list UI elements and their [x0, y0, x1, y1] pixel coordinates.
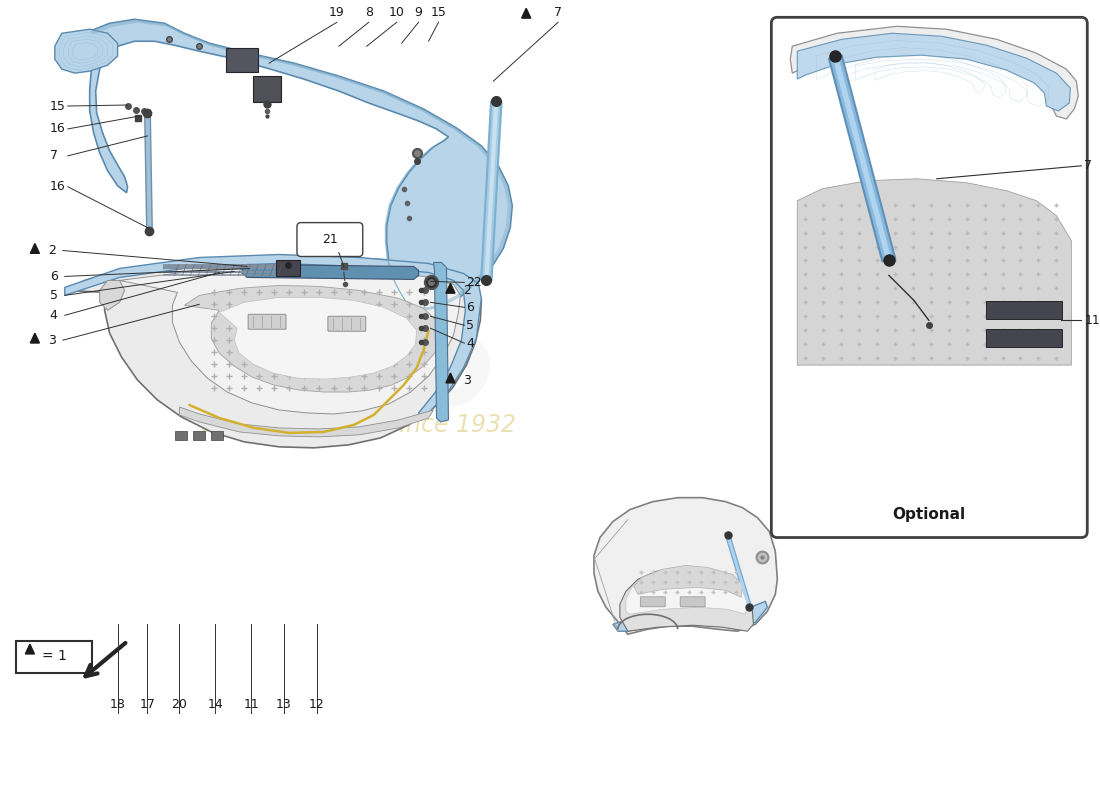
FancyBboxPatch shape [328, 316, 365, 331]
Polygon shape [31, 334, 40, 343]
Polygon shape [90, 19, 513, 310]
Polygon shape [620, 567, 754, 631]
Text: 10: 10 [388, 6, 405, 19]
FancyBboxPatch shape [986, 302, 1063, 319]
Text: 16: 16 [50, 180, 66, 194]
FancyBboxPatch shape [175, 431, 187, 440]
Polygon shape [613, 602, 768, 631]
Polygon shape [790, 26, 1078, 119]
FancyBboxPatch shape [253, 76, 280, 102]
Text: 5: 5 [50, 289, 58, 302]
FancyBboxPatch shape [227, 48, 258, 72]
Text: 9: 9 [415, 6, 422, 19]
Text: 7: 7 [1085, 159, 1092, 172]
Polygon shape [219, 298, 417, 379]
Text: 7: 7 [554, 6, 562, 19]
FancyBboxPatch shape [249, 314, 286, 330]
FancyBboxPatch shape [297, 222, 363, 257]
Text: 14: 14 [208, 698, 223, 711]
FancyBboxPatch shape [276, 261, 300, 277]
Text: 16: 16 [50, 122, 66, 135]
Polygon shape [798, 178, 1071, 365]
Polygon shape [55, 30, 118, 73]
Polygon shape [446, 373, 455, 383]
FancyBboxPatch shape [680, 597, 705, 606]
Text: 2: 2 [463, 284, 471, 297]
Polygon shape [626, 569, 747, 614]
Text: elo: elo [282, 310, 495, 430]
Text: 7: 7 [50, 150, 58, 162]
Polygon shape [65, 257, 482, 448]
Text: 18: 18 [110, 698, 125, 711]
Polygon shape [634, 566, 742, 598]
Text: 22: 22 [466, 276, 482, 289]
Text: 11: 11 [243, 698, 258, 711]
Text: 12: 12 [309, 698, 324, 711]
Polygon shape [433, 262, 449, 422]
Text: 3: 3 [463, 374, 471, 386]
FancyBboxPatch shape [211, 431, 222, 440]
FancyBboxPatch shape [771, 18, 1087, 538]
Text: 2: 2 [47, 244, 56, 257]
Text: 21: 21 [322, 233, 338, 246]
Polygon shape [446, 283, 455, 293]
Polygon shape [65, 254, 482, 418]
Text: 8: 8 [365, 6, 373, 19]
Polygon shape [521, 8, 530, 18]
Text: 15: 15 [430, 6, 447, 19]
Text: Optional: Optional [892, 506, 966, 522]
Text: = 1: = 1 [42, 649, 67, 663]
Polygon shape [798, 34, 1070, 111]
FancyBboxPatch shape [15, 641, 91, 673]
Text: 20: 20 [172, 698, 187, 711]
Polygon shape [120, 267, 461, 414]
Text: 11: 11 [1085, 314, 1100, 326]
Polygon shape [25, 644, 34, 654]
Text: 4: 4 [466, 337, 474, 350]
FancyBboxPatch shape [192, 431, 205, 440]
FancyBboxPatch shape [986, 330, 1063, 347]
Text: 5: 5 [466, 318, 474, 332]
Text: 15: 15 [50, 99, 66, 113]
Text: 19: 19 [329, 6, 344, 19]
Polygon shape [594, 498, 778, 634]
Polygon shape [185, 286, 440, 392]
Polygon shape [100, 281, 124, 310]
FancyBboxPatch shape [640, 597, 666, 606]
Polygon shape [242, 265, 419, 279]
Text: 3: 3 [47, 334, 56, 346]
Text: 4: 4 [50, 309, 57, 322]
Text: 6: 6 [50, 270, 57, 283]
Text: 13: 13 [276, 698, 292, 711]
Text: 6: 6 [466, 301, 474, 314]
Text: accessori parts since 1932: accessori parts since 1932 [201, 413, 516, 437]
Text: 17: 17 [140, 698, 155, 711]
Polygon shape [31, 243, 40, 254]
Polygon shape [179, 407, 433, 437]
